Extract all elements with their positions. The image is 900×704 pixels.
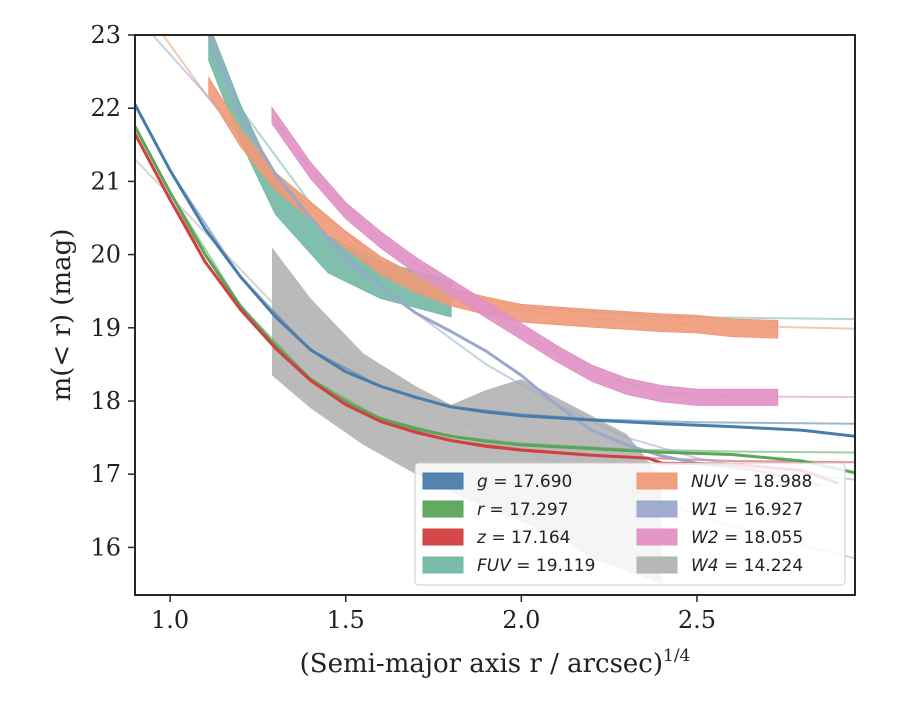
legend-swatch-w1 — [636, 500, 678, 518]
x-axis-label-exponent: 1/4 — [663, 646, 690, 666]
legend-label-fuv: FUV = 19.119 — [477, 556, 595, 576]
y-tick-label: 16 — [90, 533, 121, 561]
plot-frame — [134, 34, 856, 596]
legend-label-g: g = 17.690 — [477, 472, 572, 492]
y-tick-label: 18 — [90, 387, 121, 415]
legend-label-w4: W4 = 14.224 — [691, 556, 803, 576]
legend-label-z: z = 17.164 — [476, 528, 570, 548]
legend-swatch-w2 — [636, 528, 678, 546]
legend-swatch-w4 — [636, 556, 678, 574]
x-tick-label: 2.5 — [678, 606, 716, 634]
y-tick-label: 19 — [90, 314, 121, 342]
series-fuv-model — [207, 41, 855, 321]
x-axis-label: (Semi-major axis r / arcsec)1/4 — [300, 646, 691, 679]
series-nuv-data — [208, 75, 779, 339]
legend-label-w1: W1 = 16.927 — [691, 500, 803, 520]
legend-label-r: r = 17.297 — [477, 500, 569, 520]
legend-label-nuv: NUV = 18.988 — [691, 472, 812, 492]
legend-box — [414, 462, 846, 586]
series-g-model — [135, 103, 855, 425]
legend-swatch-nuv — [636, 472, 678, 490]
axes: 1.0 1.5 2.0 2.5 16 17 18 19 20 21 22 23 — [90, 21, 716, 634]
y-tick-label: 23 — [90, 21, 121, 49]
legend-label-w2: W2 = 18.055 — [691, 528, 803, 548]
legend-swatch-z — [422, 528, 464, 546]
series-r-data — [135, 125, 855, 475]
y-axis-label: m(< r) (mag) — [47, 229, 77, 402]
y-tick-label: 17 — [90, 460, 121, 488]
x-tick-label: 1.5 — [327, 606, 365, 634]
legend-swatch-r — [422, 500, 464, 518]
y-tick-label: 20 — [90, 241, 121, 269]
x-tick-label: 2.0 — [502, 606, 540, 634]
x-tick-label: 1.0 — [151, 606, 189, 634]
series-g-data — [135, 103, 855, 438]
y-tick-label: 22 — [90, 94, 121, 122]
legend-swatch-fuv — [422, 556, 464, 574]
y-tick-label: 21 — [90, 167, 121, 195]
legend-swatch-g — [422, 472, 464, 490]
legend: g = 17.690 r = 17.297 z = 17.164 FUV = 19.1… — [414, 462, 846, 586]
series-w2-data — [271, 105, 779, 406]
